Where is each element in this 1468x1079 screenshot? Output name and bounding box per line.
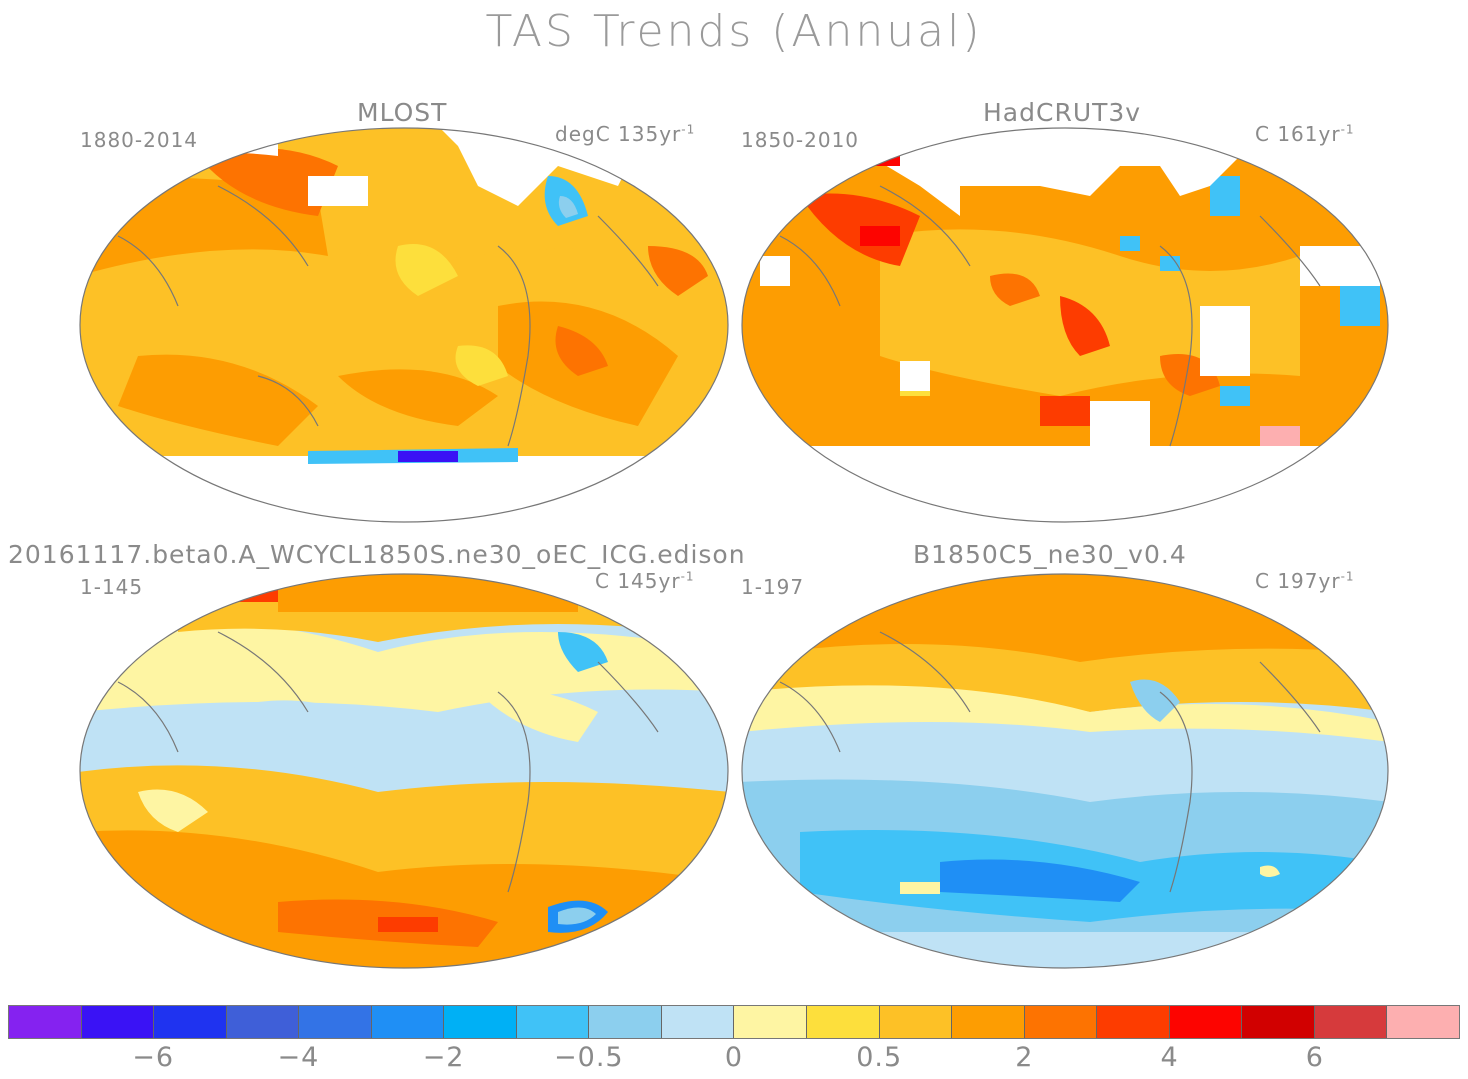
colorbar-tick-label: 2 bbox=[1015, 1042, 1034, 1073]
panel-units-mlost: degC 135yr-1 bbox=[555, 122, 695, 146]
panel-title-beta0: 20161117.beta0.A_WCYCL1850S.ne30_oEC_ICG… bbox=[8, 540, 746, 569]
colorbar-tick-label: −2 bbox=[422, 1042, 465, 1073]
colorbar-segment bbox=[1169, 1006, 1243, 1038]
colorbar-ticks: −6 −4 −2 −0.5 0 0.5 2 4 6 bbox=[0, 1042, 1468, 1076]
units-exponent: -1 bbox=[680, 569, 695, 584]
colorbar-segment bbox=[1242, 1006, 1315, 1038]
colorbar-segment bbox=[1097, 1006, 1170, 1038]
panel-title-mlost: MLOST bbox=[357, 98, 448, 127]
units-text: C 197yr bbox=[1255, 569, 1341, 593]
colorbar-segment bbox=[1314, 1006, 1388, 1038]
colorbar-segment bbox=[444, 1006, 517, 1038]
panel-title-hadcrut: HadCRUT3v bbox=[983, 98, 1142, 127]
map-beta0 bbox=[79, 573, 729, 969]
colorbar-segment bbox=[661, 1006, 735, 1038]
colorbar-segment bbox=[952, 1006, 1025, 1038]
colorbar-segment bbox=[589, 1006, 662, 1038]
colorbar-tick-label: 0 bbox=[724, 1042, 744, 1073]
colorbar-segment bbox=[371, 1006, 445, 1038]
colorbar-tick-label: −6 bbox=[132, 1042, 175, 1073]
colorbar-segment bbox=[226, 1006, 300, 1038]
colorbar bbox=[8, 1005, 1460, 1039]
panel-period-mlost: 1880-2014 bbox=[80, 128, 199, 152]
colorbar-segment bbox=[516, 1006, 590, 1038]
colorbar-segment bbox=[9, 1006, 82, 1038]
units-text: C 161yr bbox=[1255, 122, 1341, 146]
colorbar-tick-label: 6 bbox=[1305, 1042, 1324, 1073]
units-text: degC 135yr bbox=[555, 122, 682, 146]
colorbar-segment bbox=[81, 1006, 155, 1038]
colorbar-segment bbox=[734, 1006, 808, 1038]
panel-title-b1850: B1850C5_ne30_v0.4 bbox=[913, 540, 1187, 569]
colorbar-segment bbox=[807, 1006, 880, 1038]
units-exponent: -1 bbox=[1340, 122, 1355, 137]
panel-period-b1850: 1-197 bbox=[741, 575, 805, 599]
panel-units-hadcrut: C 161yr-1 bbox=[1255, 122, 1355, 146]
units-exponent: -1 bbox=[681, 122, 696, 137]
colorbar-tick-label: −4 bbox=[277, 1042, 320, 1073]
colorbar-segment bbox=[1387, 1006, 1459, 1038]
panel-period-hadcrut: 1850-2010 bbox=[741, 128, 860, 152]
colorbar-segment bbox=[879, 1006, 953, 1038]
map-hadcrut bbox=[741, 127, 1389, 523]
colorbar-tick-label: 4 bbox=[1160, 1042, 1179, 1073]
map-b1850 bbox=[741, 573, 1389, 969]
colorbar-segment bbox=[299, 1006, 372, 1038]
figure-title: TAS Trends (Annual) bbox=[485, 6, 983, 57]
panel-units-beta0: C 145yr-1 bbox=[595, 569, 695, 593]
colorbar-tick-label: −0.5 bbox=[554, 1042, 624, 1073]
units-text: C 145yr bbox=[595, 569, 681, 593]
panel-period-beta0: 1-145 bbox=[80, 575, 144, 599]
units-exponent: -1 bbox=[1340, 569, 1355, 584]
colorbar-segment bbox=[1024, 1006, 1098, 1038]
panel-units-b1850: C 197yr-1 bbox=[1255, 569, 1355, 593]
colorbar-tick-label: 0.5 bbox=[856, 1042, 903, 1073]
colorbar-segment bbox=[154, 1006, 227, 1038]
map-mlost bbox=[79, 127, 729, 523]
